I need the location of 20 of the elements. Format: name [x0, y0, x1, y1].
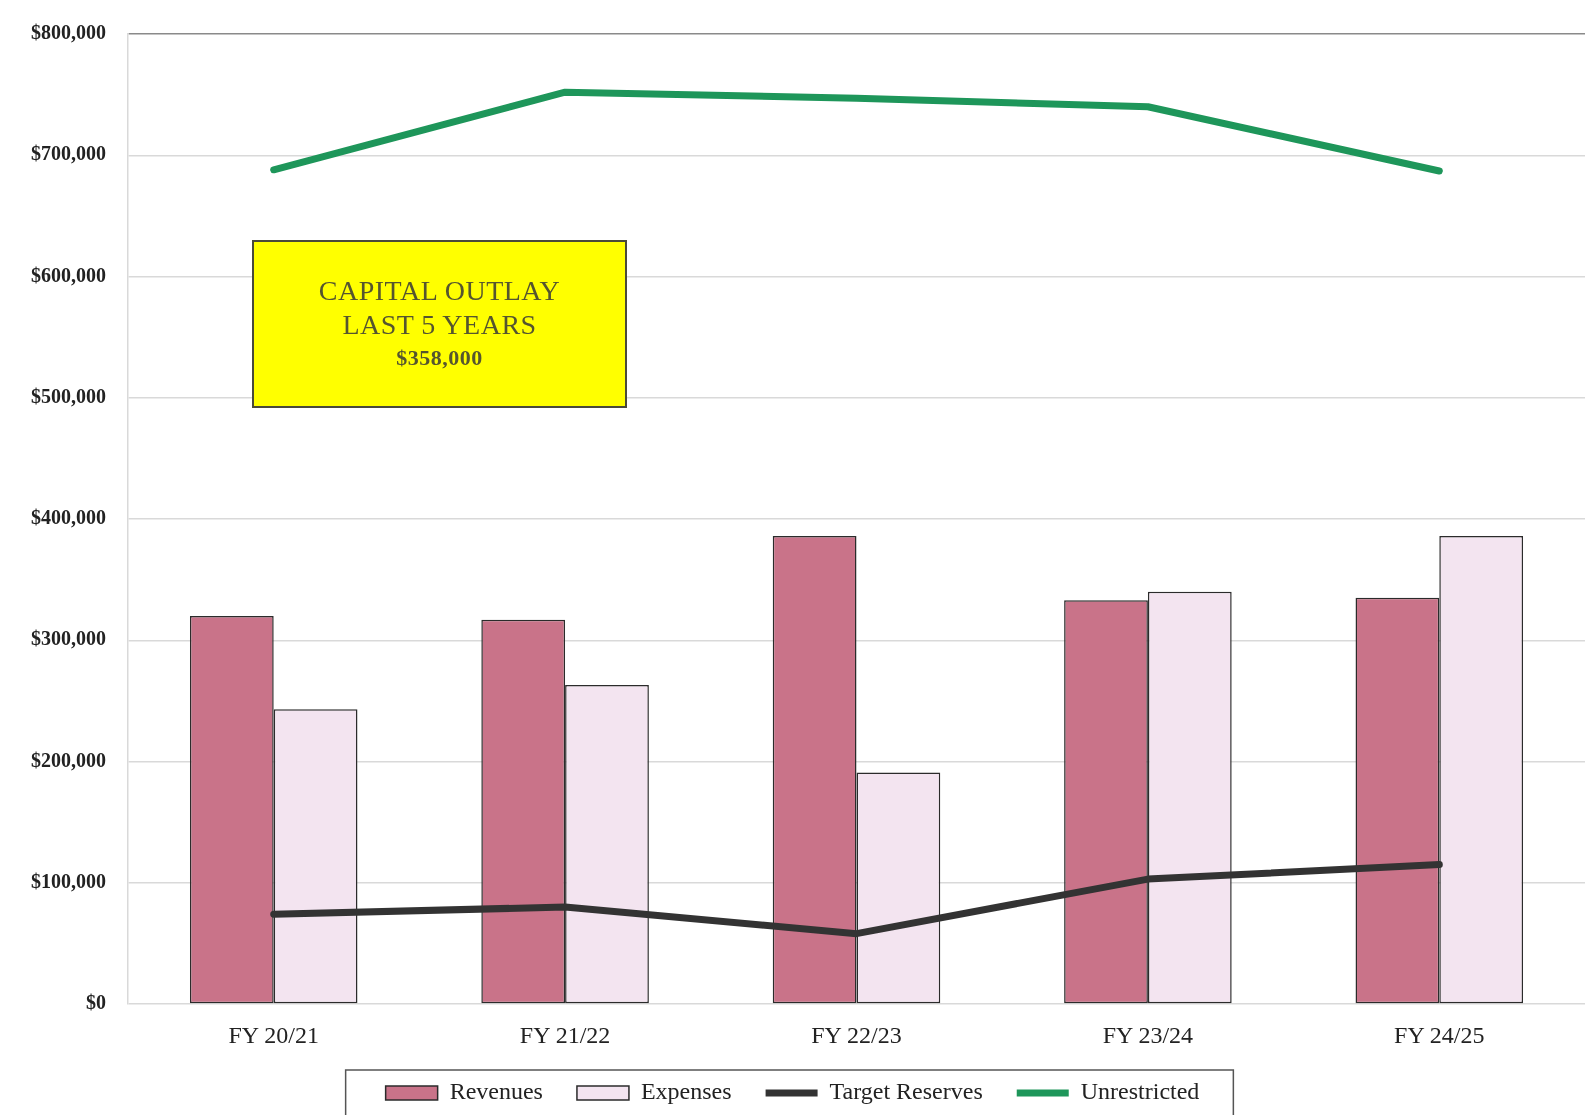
y-tick-label: $500,000 — [31, 384, 106, 407]
x-tick-label: FY 21/22 — [519, 1021, 611, 1048]
legend-label: Unrestricted — [1080, 1078, 1200, 1105]
legend-label: Target Reserves — [829, 1078, 983, 1105]
y-tick-label: $600,000 — [31, 263, 106, 286]
x-tick-label: FY 22/23 — [811, 1021, 902, 1048]
y-tick-label: $700,000 — [31, 142, 106, 165]
x-tick-label: FY 23/24 — [1102, 1021, 1194, 1048]
x-tick-label: FY 20/21 — [228, 1021, 319, 1048]
x-tick-label: FY 24/25 — [1394, 1021, 1485, 1048]
y-tick-label: $0 — [86, 991, 106, 1014]
annotation: CAPITAL OUTLAY LAST 5 YEARS $358,000 — [318, 274, 561, 372]
legend-label: Revenues — [449, 1078, 543, 1105]
y-tick-label: $100,000 — [31, 869, 106, 892]
callout-box: CAPITAL OUTLAY LAST 5 YEARS $358,000 — [252, 240, 627, 408]
y-tick-label: $300,000 — [31, 627, 106, 650]
y-tick-label: $800,000 — [31, 21, 106, 44]
y-tick-label: $200,000 — [31, 748, 106, 771]
y-tick-label: $400,000 — [31, 506, 106, 529]
legend-label: Expenses — [640, 1078, 732, 1105]
